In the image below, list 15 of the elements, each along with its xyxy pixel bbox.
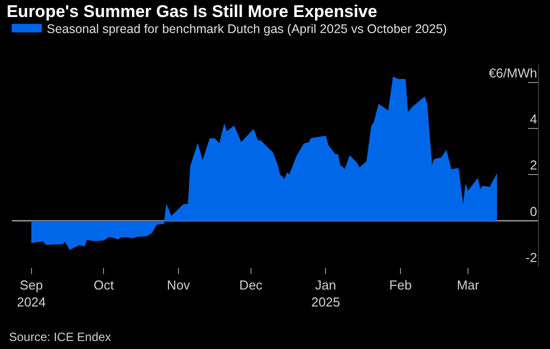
y-tick-label: -2 [526,250,538,265]
chart-title: Europe's Summer Gas Is Still More Expensive [6,2,378,22]
y-tick-label: 0 [530,204,538,219]
x-tick-label: Nov [166,278,191,293]
x-tick-label: Sep 2024 [16,278,46,310]
y-tick-label: €6/MWh [488,65,538,80]
x-tick-label: Feb [389,278,412,293]
x-tick-label: Oct [94,278,114,293]
y-tick-label: 2 [530,158,538,173]
y-tick-label: 4 [530,112,538,127]
x-tick-label: Mar [456,278,480,293]
legend-label: Seasonal spread for benchmark Dutch gas (April 2025 vs October 2025) [46,22,447,36]
x-tick-label: Jan 2025 [311,278,340,310]
source-note: Source: ICE Endex [9,330,112,344]
x-tick-label: Dec [239,278,263,293]
